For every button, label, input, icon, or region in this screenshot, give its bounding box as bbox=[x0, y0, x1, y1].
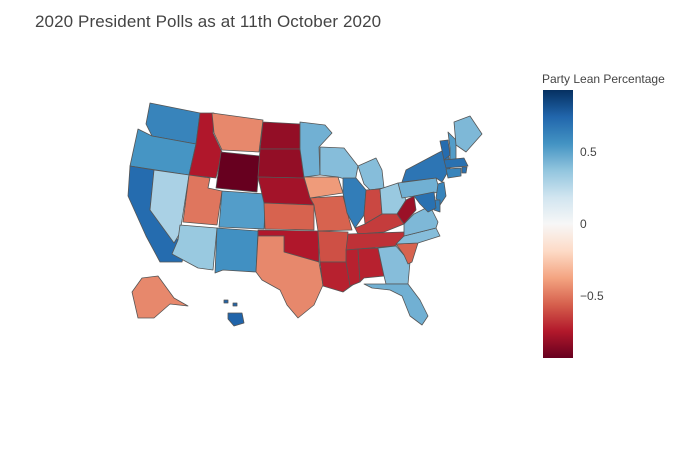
state-mt[interactable] bbox=[211, 112, 264, 153]
state-wv[interactable] bbox=[396, 195, 417, 225]
state-il[interactable] bbox=[342, 177, 367, 229]
colorbar-tick-label: 0.5 bbox=[580, 144, 597, 159]
us-choropleth-map bbox=[127, 102, 483, 327]
state-ri[interactable] bbox=[461, 166, 468, 174]
state-hi[interactable] bbox=[223, 299, 245, 327]
state-nm[interactable] bbox=[214, 227, 259, 274]
state-al[interactable] bbox=[357, 247, 385, 283]
state-mn[interactable] bbox=[299, 121, 333, 178]
state-nj[interactable] bbox=[435, 181, 447, 206]
state-ms[interactable] bbox=[345, 248, 361, 287]
state-nc[interactable] bbox=[395, 227, 441, 245]
colorbar-tick-label: 0 bbox=[580, 217, 587, 231]
state-ia[interactable] bbox=[303, 176, 344, 199]
state-ak[interactable] bbox=[131, 275, 189, 319]
state-nd[interactable] bbox=[259, 121, 301, 150]
state-ny[interactable] bbox=[401, 147, 451, 183]
state-tx[interactable] bbox=[255, 235, 324, 319]
state-ar[interactable] bbox=[317, 230, 349, 263]
state-me[interactable] bbox=[453, 115, 483, 153]
state-ma[interactable] bbox=[443, 157, 469, 169]
state-sd[interactable] bbox=[257, 148, 305, 179]
state-ks[interactable] bbox=[263, 202, 315, 231]
states-layer bbox=[127, 102, 483, 327]
state-la[interactable] bbox=[319, 261, 355, 293]
chart-title: 2020 President Polls as at 11th October … bbox=[35, 12, 382, 31]
state-wy[interactable] bbox=[215, 151, 261, 193]
state-fl[interactable] bbox=[363, 283, 429, 326]
state-mo[interactable] bbox=[309, 195, 353, 232]
colorbar-tick-label: −0.5 bbox=[580, 289, 604, 304]
state-co[interactable] bbox=[218, 190, 267, 230]
state-ct[interactable] bbox=[445, 167, 462, 179]
colorbar bbox=[543, 90, 573, 358]
state-nv[interactable] bbox=[149, 169, 190, 244]
state-az[interactable] bbox=[171, 224, 218, 271]
colorbar-title: Party Lean Percentage bbox=[542, 72, 665, 86]
state-ut[interactable] bbox=[182, 174, 223, 226]
state-md[interactable] bbox=[413, 191, 437, 213]
